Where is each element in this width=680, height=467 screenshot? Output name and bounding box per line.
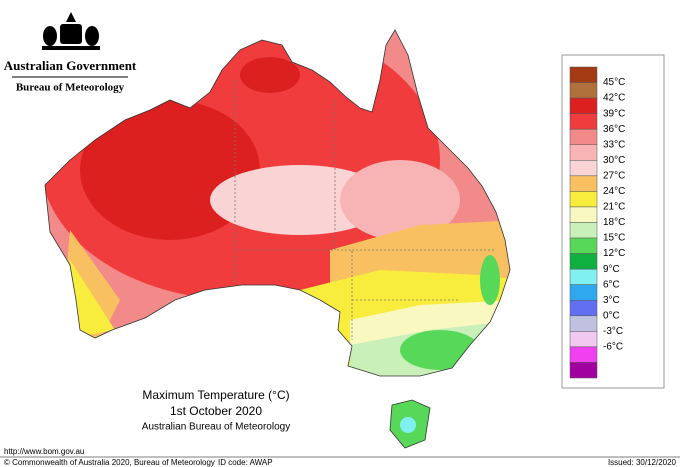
legend-swatch	[569, 191, 598, 208]
legend-swatch	[569, 160, 598, 177]
legend-swatch	[569, 300, 598, 317]
legend-swatch	[569, 97, 598, 114]
legend-swatch	[569, 128, 598, 145]
map-source: Australian Bureau of Meteorology	[142, 422, 290, 433]
legend-label: 39°C	[603, 108, 625, 119]
legend-label: 18°C	[603, 217, 625, 228]
map-title: Maximum Temperature (°C)	[142, 388, 289, 402]
legend-label: -6°C	[603, 342, 623, 353]
legend-swatch	[569, 268, 598, 285]
legend-swatch	[569, 331, 598, 348]
legend-label: 21°C	[603, 202, 625, 213]
legend-swatch	[569, 175, 598, 192]
legend-label: 15°C	[603, 233, 625, 244]
legend-swatch	[569, 206, 598, 223]
map-date: 1st October 2020	[170, 404, 262, 418]
gov-title: Australian Government	[4, 58, 137, 73]
legend-label: 42°C	[603, 93, 625, 104]
legend-swatch	[569, 362, 598, 379]
legend-label: 6°C	[603, 279, 620, 290]
legend-label: 0°C	[603, 310, 620, 321]
state-borders	[234, 80, 495, 340]
legend-label: 3°C	[603, 295, 620, 306]
legend-swatch	[569, 253, 598, 270]
coat-of-arms	[42, 12, 100, 50]
legend-label: -3°C	[603, 326, 623, 337]
legend-swatch	[569, 82, 598, 99]
issued: Issued: 30/12/2020	[608, 458, 677, 467]
url: http://www.bom.gov.au	[4, 447, 84, 456]
legend-label: 9°C	[603, 264, 620, 275]
bureau: Bureau of Meteorology	[16, 82, 125, 94]
legend-swatch	[569, 113, 598, 130]
legend-label: 12°C	[603, 248, 625, 259]
legend-label: 45°C	[603, 77, 625, 88]
legend-swatch	[569, 346, 598, 363]
legend-swatch	[569, 66, 598, 83]
id-code: ID code: AWAP	[218, 458, 273, 467]
legend-swatch	[569, 315, 598, 332]
legend-swatch	[569, 284, 598, 301]
legend-swatch	[569, 144, 598, 161]
legend: 45°C 42°C 39°C 36°C 33°C 30°C 27°C 24°C 21°C 18°C…	[561, 54, 665, 389]
legend-label: 24°C	[603, 186, 625, 197]
legend-label: 27°C	[603, 170, 625, 181]
legend-label: 33°C	[603, 139, 625, 150]
legend-swatch	[569, 237, 598, 254]
coastline	[44, 29, 511, 449]
copyright: © Commonwealth of Australia 2020, Bureau…	[4, 458, 215, 467]
legend-swatch	[569, 222, 598, 239]
legend-label: 36°C	[603, 124, 625, 135]
legend-label: 30°C	[603, 155, 625, 166]
